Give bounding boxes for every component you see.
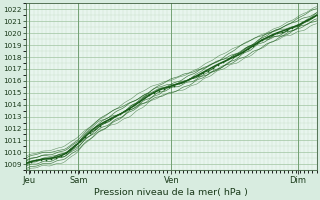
Point xyxy=(53,156,58,160)
Point xyxy=(176,82,181,85)
Point xyxy=(127,107,132,110)
Point xyxy=(156,89,162,92)
Point xyxy=(201,71,206,74)
Point xyxy=(142,97,147,100)
Point xyxy=(275,32,280,35)
Point xyxy=(284,28,290,32)
Point xyxy=(235,53,240,56)
Point xyxy=(289,26,294,29)
Point xyxy=(28,160,34,163)
Point xyxy=(58,154,63,157)
Point xyxy=(73,143,78,146)
Point xyxy=(48,157,53,161)
Point xyxy=(216,64,221,67)
Point xyxy=(97,124,102,127)
Point xyxy=(68,147,73,151)
Point xyxy=(43,158,48,161)
Point xyxy=(220,61,226,64)
Point xyxy=(196,73,201,76)
Point xyxy=(245,48,250,51)
Point xyxy=(206,69,211,72)
Point xyxy=(152,91,157,94)
Point xyxy=(147,94,152,97)
Point xyxy=(270,34,275,37)
Point xyxy=(255,41,260,45)
Point xyxy=(171,84,176,87)
Point xyxy=(294,23,300,27)
Point xyxy=(92,127,98,131)
Point xyxy=(191,75,196,78)
Point xyxy=(122,110,127,113)
Point xyxy=(83,135,88,138)
Point xyxy=(265,36,270,39)
Point xyxy=(230,55,236,58)
Point xyxy=(112,115,117,118)
Point xyxy=(279,30,284,33)
Point xyxy=(186,77,191,80)
Point xyxy=(88,131,93,134)
Point xyxy=(38,158,44,161)
Point xyxy=(304,18,309,21)
Point xyxy=(225,58,230,61)
Point xyxy=(137,100,142,104)
Point xyxy=(132,104,137,107)
Point xyxy=(107,117,112,121)
Point xyxy=(181,79,186,83)
Point xyxy=(299,21,304,24)
Point xyxy=(161,87,166,91)
X-axis label: Pression niveau de la mer( hPa ): Pression niveau de la mer( hPa ) xyxy=(94,188,248,197)
Point xyxy=(260,38,265,42)
Point xyxy=(309,16,314,19)
Point xyxy=(240,50,245,54)
Point xyxy=(117,112,122,115)
Point xyxy=(250,45,255,48)
Point xyxy=(314,14,319,17)
Point xyxy=(33,159,38,162)
Point xyxy=(24,162,29,165)
Point xyxy=(166,86,172,89)
Point xyxy=(78,139,83,142)
Point xyxy=(211,66,216,70)
Point xyxy=(63,151,68,154)
Point xyxy=(102,121,108,124)
